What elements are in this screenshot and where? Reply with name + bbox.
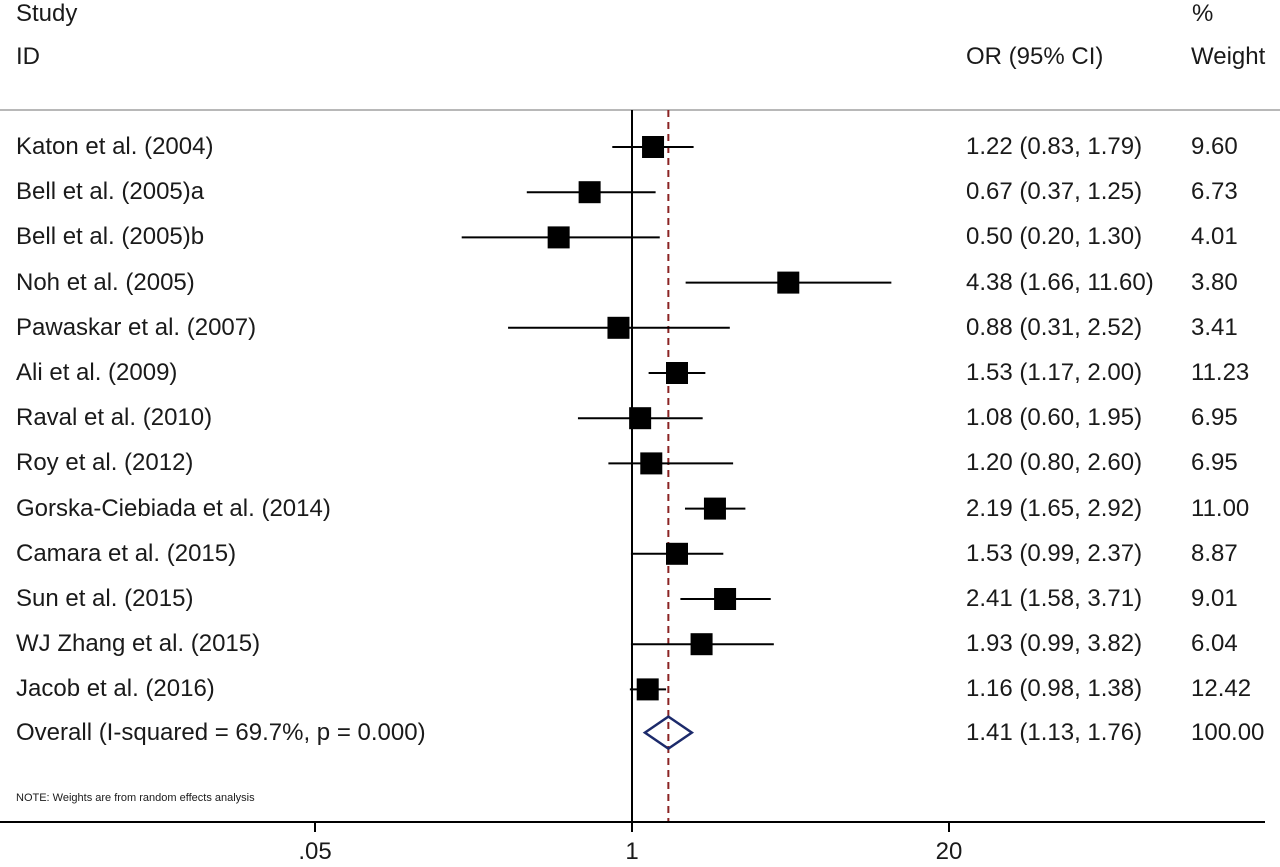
effect-marker xyxy=(640,452,663,475)
effect-marker xyxy=(703,497,726,520)
study-weight: 9.60 xyxy=(1191,133,1238,160)
study-weight: 9.01 xyxy=(1191,585,1238,612)
overall-weight: 100.00 xyxy=(1191,718,1265,746)
study-or-ci: 1.08 (0.60, 1.95) xyxy=(966,404,1143,432)
study-label: Gorska-Ciebiada et al. (2014) xyxy=(16,494,331,522)
study-or-ci: 1.22 (0.83, 1.79) xyxy=(966,133,1143,160)
study-weight: 8.87 xyxy=(1191,539,1238,567)
effect-marker xyxy=(666,362,689,384)
study-weight: 4.01 xyxy=(1191,223,1238,251)
header-weight: Weight xyxy=(1191,43,1266,70)
effect-marker xyxy=(629,407,652,430)
study-or-ci: 0.50 (0.20, 1.30) xyxy=(966,223,1143,251)
study-label: Roy et al. (2012) xyxy=(16,449,194,477)
study-or-ci: 2.19 (1.65, 2.92) xyxy=(966,494,1143,522)
study-or-ci: 0.88 (0.31, 2.52) xyxy=(966,313,1143,341)
study-or-ci: 2.41 (1.58, 3.71) xyxy=(966,585,1143,612)
header-percent: % xyxy=(1192,0,1214,27)
study-weight: 6.04 xyxy=(1191,630,1238,658)
header-id: ID xyxy=(16,43,40,70)
study-or-ci: 4.38 (1.66, 11.60) xyxy=(966,268,1154,296)
effect-marker xyxy=(607,316,630,339)
study-or-ci: 0.67 (0.37, 1.25) xyxy=(966,178,1143,206)
study-label: WJ Zhang et al. (2015) xyxy=(16,630,261,658)
study-weight: 12.42 xyxy=(1191,675,1252,703)
x-tick-label: 1 xyxy=(625,838,639,865)
study-or-ci: 1.53 (1.17, 2.00) xyxy=(966,359,1143,386)
effect-marker xyxy=(666,542,689,565)
study-or-ci: 1.93 (0.99, 3.82) xyxy=(966,630,1143,658)
study-label: Ali et al. (2009) xyxy=(16,359,178,386)
study-weight: 6.95 xyxy=(1191,404,1238,432)
study-weight: 3.41 xyxy=(1191,313,1238,341)
effect-marker xyxy=(578,181,601,204)
study-weight: 6.73 xyxy=(1191,178,1238,206)
study-label: Noh et al. (2005) xyxy=(16,268,195,296)
study-label: Raval et al. (2010) xyxy=(16,404,213,432)
study-weight: 11.00 xyxy=(1191,494,1250,522)
effect-marker xyxy=(642,136,665,158)
x-tick-label: 20 xyxy=(935,838,963,865)
overall-label: Overall (I-squared = 69.7%, p = 0.000) xyxy=(16,718,426,746)
effect-marker xyxy=(547,226,570,249)
study-label: Jacob et al. (2016) xyxy=(16,675,215,703)
study-label: Bell et al. (2005)a xyxy=(16,178,205,206)
study-or-ci: 1.53 (0.99, 2.37) xyxy=(966,539,1143,567)
overall-or-ci: 1.41 (1.13, 1.76) xyxy=(966,718,1143,746)
study-label: Sun et al. (2015) xyxy=(16,585,194,612)
effect-marker xyxy=(777,271,800,294)
x-tick-label: .05 xyxy=(298,838,332,865)
study-or-ci: 1.16 (0.98, 1.38) xyxy=(966,675,1143,703)
effect-marker xyxy=(690,633,713,656)
study-label: Katon et al. (2004) xyxy=(16,133,214,160)
study-or-ci: 1.20 (0.80, 2.60) xyxy=(966,449,1143,477)
effect-marker xyxy=(714,588,737,610)
overall-diamond xyxy=(642,715,695,751)
study-label: Camara et al. (2015) xyxy=(16,539,237,567)
study-label: Pawaskar et al. (2007) xyxy=(16,313,257,341)
note-text: NOTE: Weights are from random effects an… xyxy=(16,792,255,804)
study-weight: 3.80 xyxy=(1191,268,1238,296)
effect-marker xyxy=(636,678,659,701)
header-study: Study xyxy=(16,0,78,27)
header-rule xyxy=(0,109,1280,111)
study-weight: 6.95 xyxy=(1191,449,1238,477)
study-label: Bell et al. (2005)b xyxy=(16,223,205,251)
header-or-ci: OR (95% CI) xyxy=(966,43,1104,70)
study-weight: 11.23 xyxy=(1191,359,1250,386)
